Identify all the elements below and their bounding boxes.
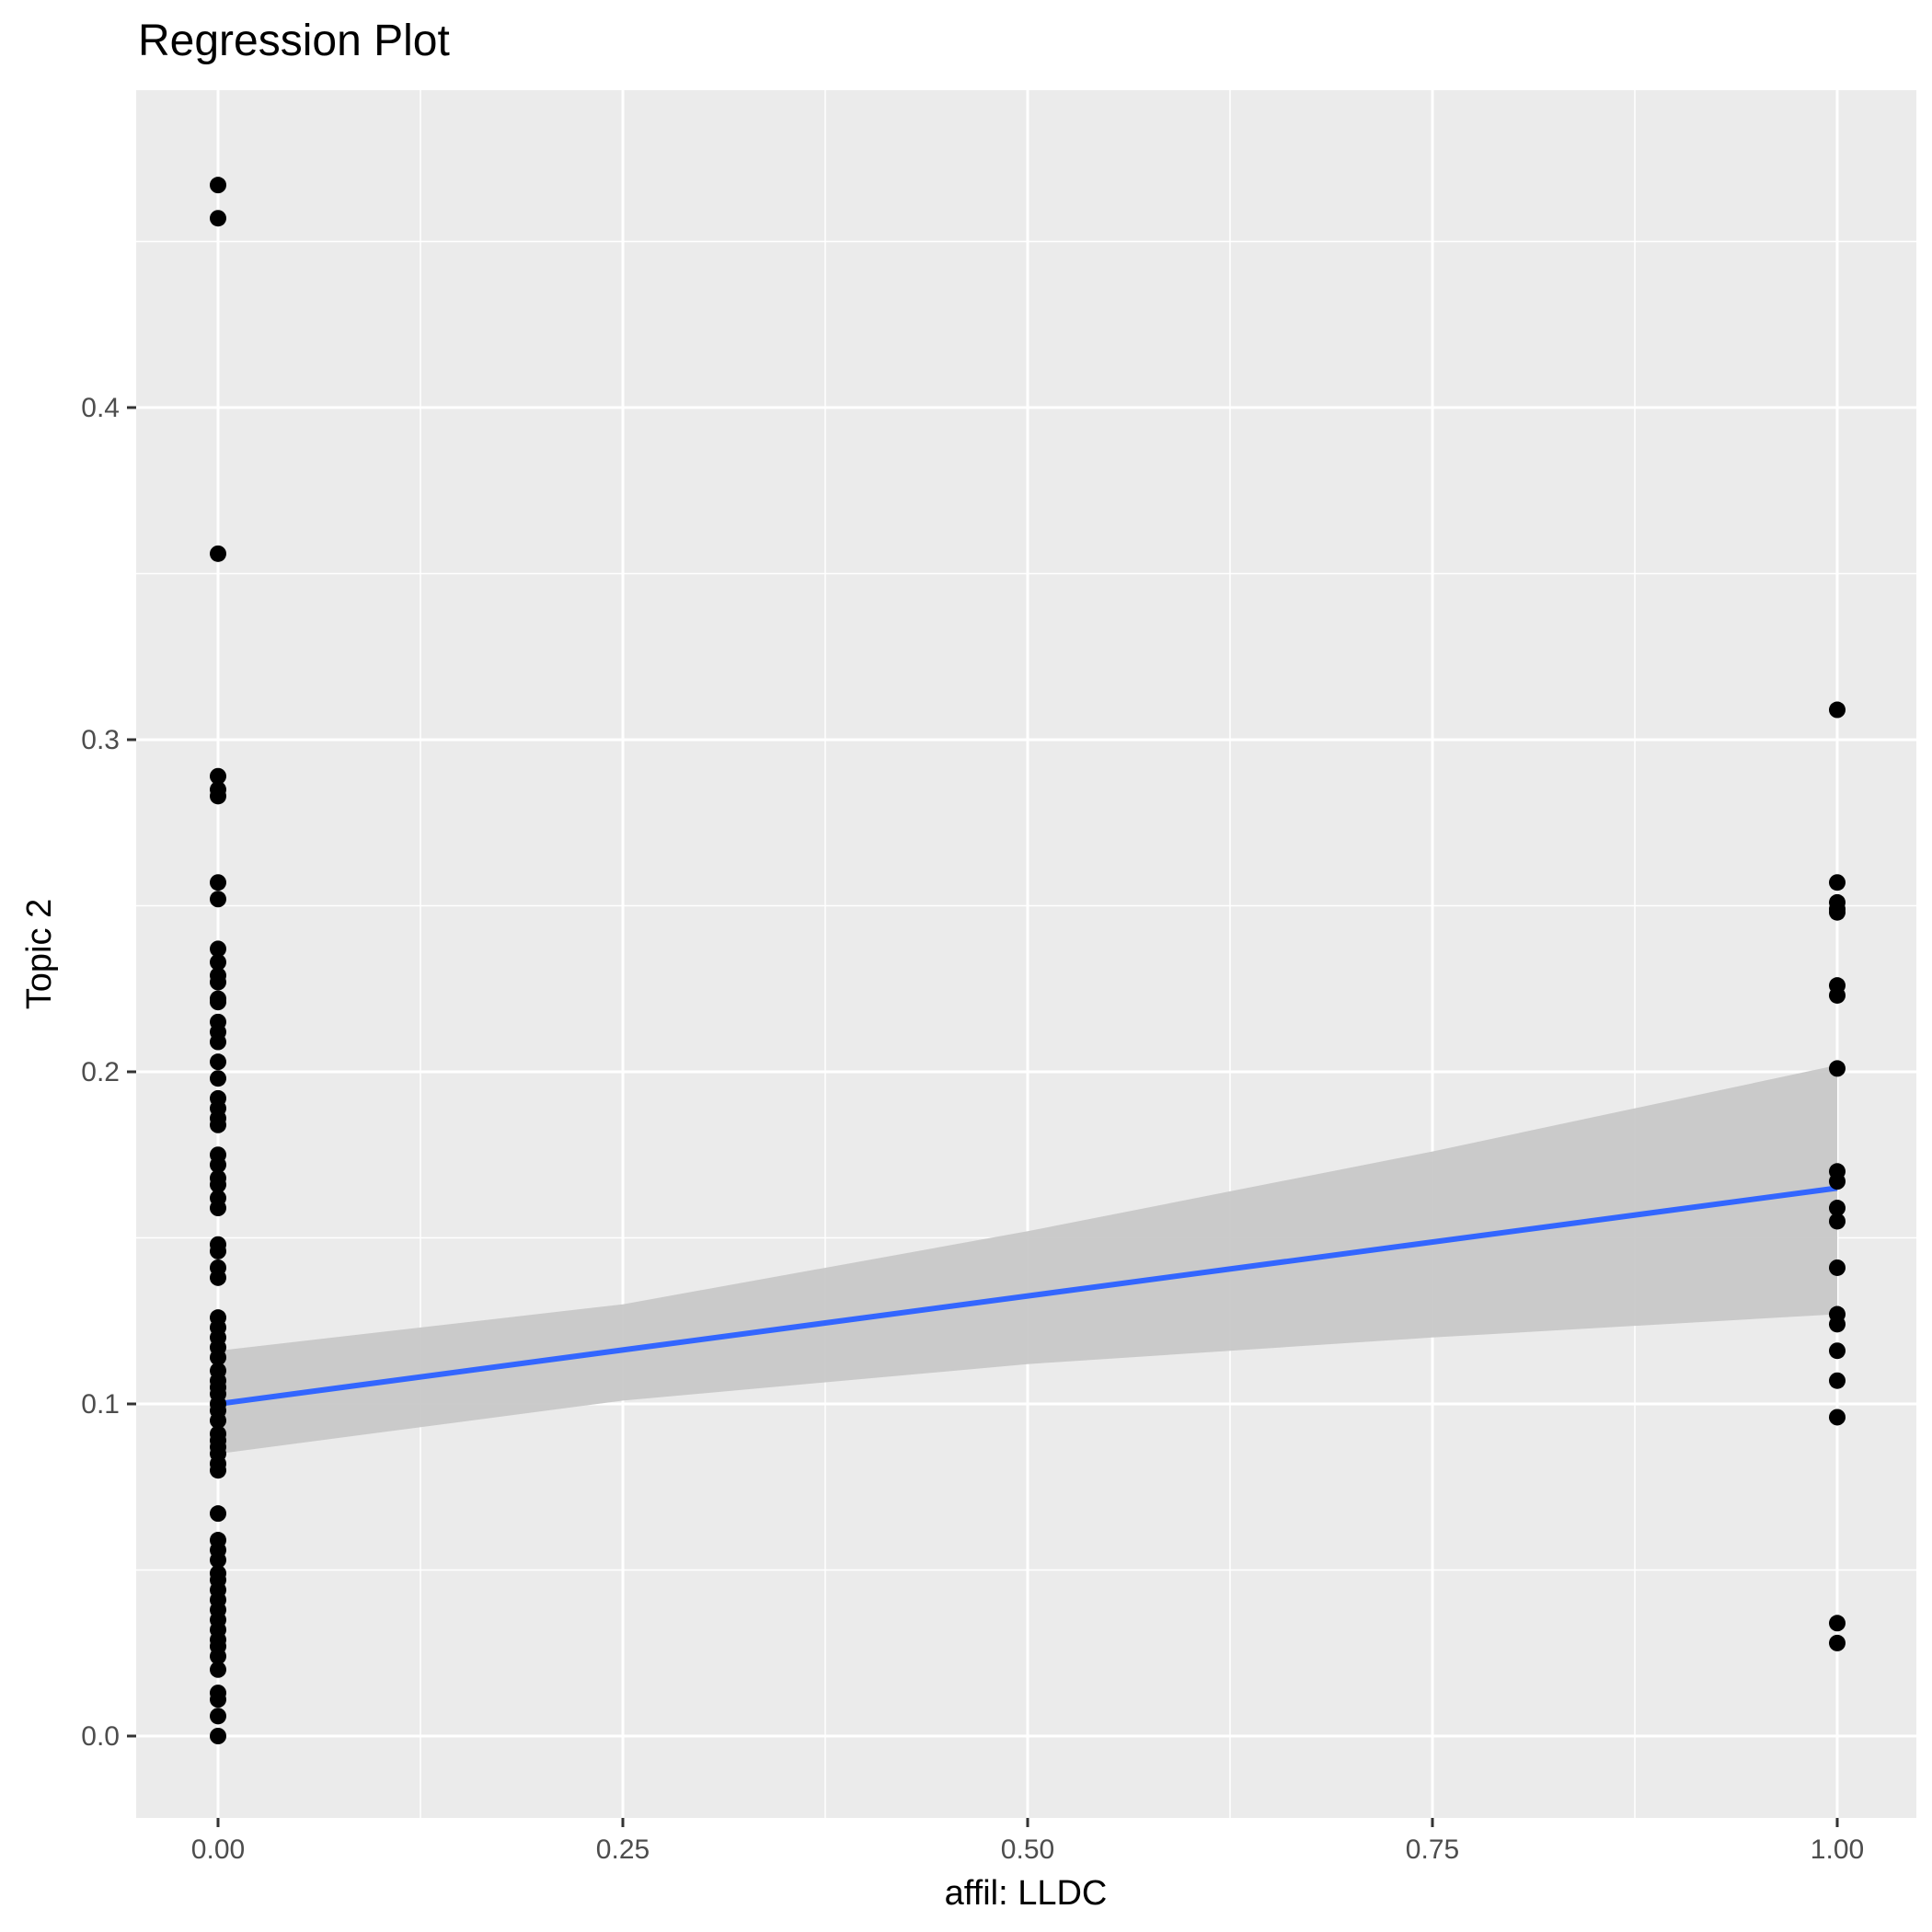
data-point [210,177,226,194]
data-point [210,210,226,227]
data-point [210,1156,226,1174]
data-point [1829,986,1846,1004]
data-point [210,788,226,805]
y-axis-title: Topic 2 [20,899,59,1009]
data-point [1829,1213,1846,1230]
data-point [1829,1173,1846,1190]
x-tick-label: 0.25 [596,1834,650,1865]
data-point [210,940,226,958]
data-point [1829,1060,1846,1077]
confidence-band [218,1064,1837,1455]
y-axis: 0.0 0.1 0.2 0.3 0.4 [81,393,136,1752]
x-axis: 0.00 0.25 0.50 0.75 1.00 [191,1818,1864,1865]
data-point [210,874,226,891]
data-point [210,1033,226,1051]
x-tick-label: 0.75 [1406,1834,1459,1865]
data-point [1829,1316,1846,1333]
data-point [210,1728,226,1744]
data-point [1829,1615,1846,1632]
data-point [1829,1372,1846,1389]
data-point [1829,1409,1846,1426]
data-point [1829,903,1846,921]
data-point [210,1116,226,1133]
data-point [210,973,226,991]
data-point [210,1269,226,1286]
x-tick-label: 1.00 [1811,1834,1864,1865]
data-point [210,1462,226,1479]
data-point [210,1648,226,1665]
data-points [210,177,1846,1744]
data-point [1829,1259,1846,1276]
data-point [210,1708,226,1725]
data-point [210,1412,226,1430]
data-point [1829,874,1846,891]
data-point [210,891,226,908]
fit-line-layer [217,1185,1838,1407]
x-tick-label: 0.00 [191,1834,245,1865]
data-point [210,767,226,785]
y-tick-label: 0.4 [81,393,120,423]
x-axis-title: affil: LLDC [945,1874,1108,1913]
data-point [210,1242,226,1259]
confidence-band-layer [218,1064,1837,1455]
x-tick-label: 0.50 [1001,1834,1054,1865]
chart-title: Regression Plot [138,17,450,65]
y-tick-label: 0.0 [81,1721,120,1752]
data-point [210,1070,226,1087]
data-point [1829,701,1846,719]
data-point [210,1349,226,1366]
data-point [1829,1634,1846,1651]
data-point [1829,1342,1846,1360]
data-point [210,1200,226,1217]
data-point [210,1661,226,1678]
data-point [210,1551,226,1569]
data-point [210,1176,226,1193]
data-point [210,953,226,971]
data-point [210,545,226,562]
regression-line [217,1185,1838,1407]
y-tick-label: 0.2 [81,1057,120,1087]
data-point [210,994,226,1011]
data-point [1829,1200,1846,1217]
y-tick-label: 0.1 [81,1389,120,1420]
y-tick-label: 0.3 [81,725,120,755]
data-point [210,1505,226,1523]
data-point [210,1691,226,1708]
data-point [210,1053,226,1071]
